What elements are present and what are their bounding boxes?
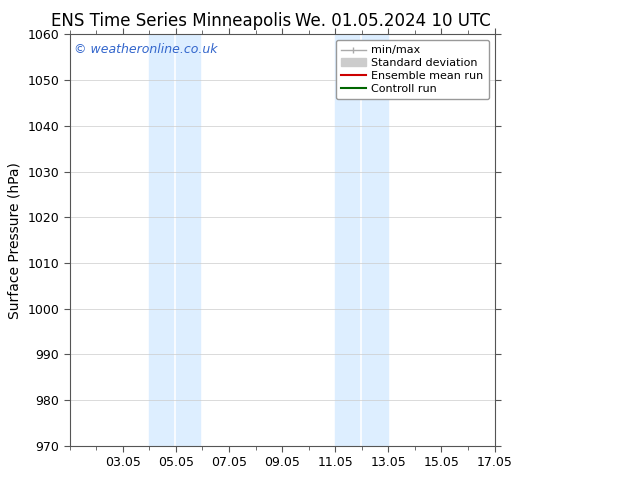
Bar: [150, 34, 173, 446]
Text: © weatheronline.co.uk: © weatheronline.co.uk: [74, 43, 217, 55]
Bar: [335, 34, 359, 446]
Legend: min/max, Standard deviation, Ensemble mean run, Controll run: min/max, Standard deviation, Ensemble me…: [335, 40, 489, 99]
Bar: [176, 34, 200, 446]
Y-axis label: Surface Pressure (hPa): Surface Pressure (hPa): [8, 162, 22, 318]
Text: We. 01.05.2024 10 UTC: We. 01.05.2024 10 UTC: [295, 12, 491, 30]
Bar: [362, 34, 388, 446]
Text: ENS Time Series Minneapolis: ENS Time Series Minneapolis: [51, 12, 291, 30]
